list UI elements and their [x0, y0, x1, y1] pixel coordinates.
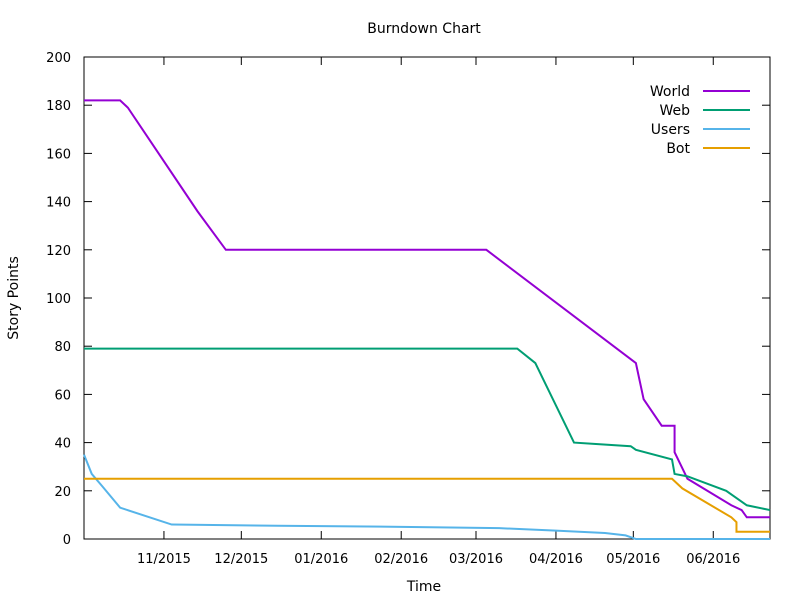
y-tick-label: 120	[46, 244, 71, 259]
x-tick-label: 11/2015	[137, 552, 191, 567]
x-tick-label: 04/2016	[529, 552, 583, 567]
x-tick-label: 05/2016	[606, 552, 660, 567]
series-line-world	[84, 99, 770, 519]
y-tick-label: 140	[46, 196, 71, 211]
legend-label-users: Users	[651, 122, 690, 138]
x-tick-label: 02/2016	[374, 552, 428, 567]
y-tick-label: 20	[54, 485, 71, 500]
x-axis-label: Time	[406, 579, 441, 595]
x-tick-label: 03/2016	[449, 552, 503, 567]
y-tick-label: 200	[46, 51, 71, 66]
x-tick-label: 01/2016	[294, 552, 348, 567]
legend-label-bot: Bot	[666, 141, 690, 157]
series-line-web	[84, 347, 771, 512]
series-layer	[83, 99, 771, 540]
y-tick-label: 0	[63, 533, 71, 548]
y-tick-label: 160	[46, 147, 71, 162]
legend-label-web: Web	[659, 103, 690, 119]
x-tick-label: 06/2016	[686, 552, 740, 567]
x-tick-label: 12/2015	[214, 552, 268, 567]
y-tick-label: 80	[54, 340, 71, 355]
series-line-bot	[84, 477, 770, 533]
y-tick-label: 40	[54, 437, 71, 452]
y-tick-label: 100	[46, 292, 71, 307]
axes-layer: 0 20 40 60 80 100 120 140 160 180 200 11/2015 12/201…	[46, 51, 771, 567]
series-line-users	[83, 454, 770, 540]
legend-label-world: World	[650, 84, 690, 100]
y-axis-label: Story Points	[6, 256, 22, 340]
y-tick-label: 60	[54, 388, 71, 403]
y-tick-label: 180	[46, 99, 71, 114]
legend: World Web Users Bot	[650, 84, 750, 157]
chart-title: Burndown Chart	[367, 21, 481, 37]
